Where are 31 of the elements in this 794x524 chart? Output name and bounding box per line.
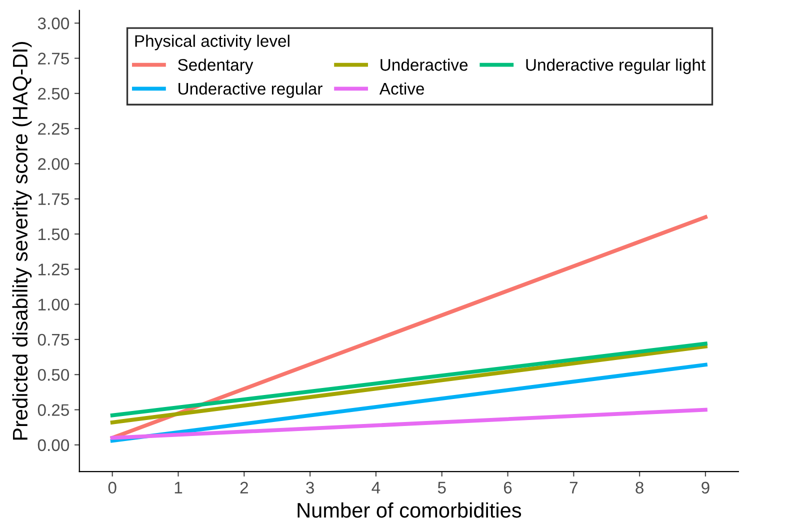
x-tick-label: 3 (306, 482, 314, 494)
y-tick-label: 0.75 (38, 334, 69, 346)
x-tick-label: 7 (570, 482, 578, 494)
y-tick-label: 2.50 (38, 88, 70, 100)
y-tick-label: 2.00 (38, 158, 70, 170)
x-tick-label: 1 (174, 482, 182, 494)
legend-label: Sedentary (178, 58, 254, 74)
y-tick-label: 2.75 (38, 52, 69, 64)
legend-label: Underactive (380, 58, 468, 71)
y-tick-label: 0.00 (38, 439, 70, 452)
x-tick-label: 4 (372, 482, 380, 494)
legend-title: Physical activity level (135, 34, 290, 50)
y-tick-label: 1.00 (38, 298, 70, 311)
y-tick-label: 0.50 (38, 368, 70, 381)
x-tick-label: 5 (438, 482, 446, 494)
x-tick-label: 9 (702, 482, 710, 494)
y-tick-label: 0.25 (38, 404, 69, 416)
legend-label: Underactive regular (178, 82, 322, 98)
x-tick-label: 6 (504, 482, 512, 494)
legend-label: Underactive regular light (526, 58, 706, 74)
y-tick-label: 3.00 (38, 18, 70, 30)
x-tick-label: 8 (636, 482, 644, 494)
y-tick-label: 2.25 (38, 122, 69, 135)
y-axis-title: Predicted disability severity score (HAQ-DI) (12, 42, 32, 440)
y-tick-label: 1.25 (38, 264, 69, 276)
y-tick-label: 1.75 (38, 193, 69, 206)
x-axis-title: Number of comorbidities (298, 502, 522, 518)
x-tick-label: 0 (108, 482, 116, 494)
y-tick-label: 1.50 (38, 228, 70, 240)
legend-label: Active (379, 82, 424, 95)
x-tick-label: 2 (240, 482, 248, 494)
